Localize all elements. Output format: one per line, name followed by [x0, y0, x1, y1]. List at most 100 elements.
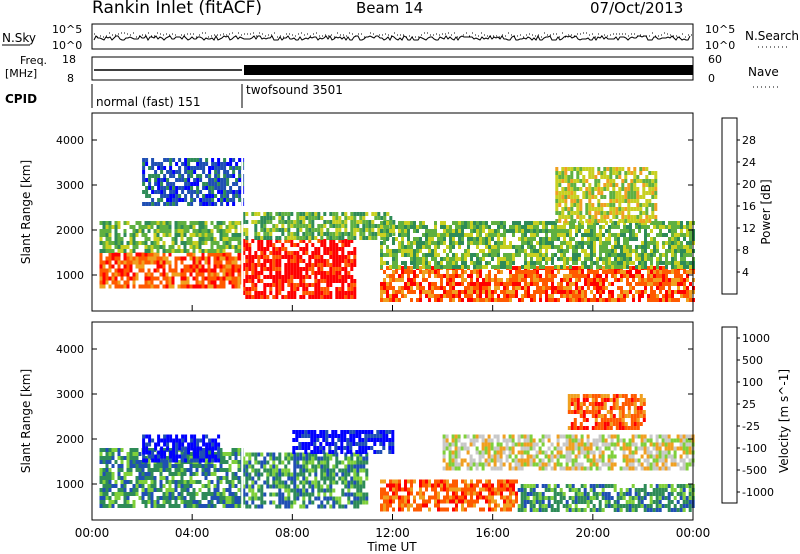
echo-cell: [452, 261, 455, 265]
echo-cell: [623, 225, 626, 229]
echo-cell: [335, 460, 339, 465]
echo-cell: [165, 221, 169, 225]
echo-cell: [599, 249, 602, 253]
echo-cell: [234, 229, 238, 233]
echo-cell: [269, 472, 273, 477]
echo-cell: [491, 257, 494, 261]
echo-cell: [187, 158, 191, 162]
echo-cell: [674, 237, 677, 241]
echo-cell: [225, 488, 229, 492]
echo-cell: [290, 279, 294, 283]
echo-cell: [323, 224, 327, 228]
echo-cell: [581, 261, 584, 265]
echo-cell: [117, 496, 121, 500]
echo-cell: [458, 257, 461, 261]
echo-cell: [153, 284, 157, 289]
echo-cell: [572, 249, 575, 253]
echo-cell: [151, 158, 155, 162]
echo-cell: [570, 195, 574, 199]
echo-cell: [99, 241, 103, 245]
echo-cell: [234, 472, 238, 476]
echo-cell: [600, 207, 604, 211]
echo-cell: [326, 259, 330, 263]
echo-cell: [611, 253, 614, 257]
echo-cell: [563, 294, 566, 298]
echo-cell: [524, 265, 527, 269]
echo-cell: [162, 496, 166, 500]
echo-cell: [311, 464, 315, 469]
echo-cell: [653, 245, 656, 249]
echo-cell: [461, 241, 464, 245]
echo-cell: [141, 488, 145, 492]
echo-cell: [356, 476, 360, 481]
echo-cell: [630, 191, 634, 195]
echo-cell: [551, 270, 554, 274]
echo-cell: [602, 257, 605, 261]
echo-cell: [329, 236, 333, 240]
echo-cell: [491, 265, 494, 269]
echo-cell: [117, 468, 121, 472]
echo-cell: [235, 178, 239, 182]
echo-cell: [231, 221, 235, 225]
echo-cell: [588, 171, 592, 175]
echo-cell: [521, 265, 524, 269]
echo-cell: [491, 245, 494, 249]
echo-cell: [388, 430, 392, 434]
echo-cell: [581, 286, 584, 290]
echo-cell: [533, 245, 536, 249]
echo-cell: [398, 487, 401, 492]
echo-cell: [326, 271, 330, 275]
echo-cell: [485, 294, 488, 298]
echo-cell: [569, 265, 572, 269]
echo-cell: [497, 257, 500, 261]
echo-cell: [361, 446, 365, 450]
echo-cell: [210, 492, 214, 496]
echo-cell: [606, 167, 610, 171]
echo-cell: [635, 274, 638, 278]
echo-cell: [668, 270, 671, 274]
echo-cell: [395, 479, 398, 484]
echo-cell: [395, 298, 398, 302]
echo-cell: [671, 249, 674, 253]
echo-cell: [485, 225, 488, 229]
echo-cell: [314, 259, 318, 263]
echo-cell: [337, 438, 341, 442]
echo-cell: [662, 241, 665, 245]
echo-cell: [503, 233, 506, 237]
echo-cell: [272, 255, 276, 259]
echo-cell: [347, 259, 351, 263]
echo-cell: [123, 260, 127, 265]
echo-cell: [365, 496, 369, 501]
echo-cell: [651, 187, 655, 191]
echo-cell: [671, 229, 674, 233]
echo-cell: [263, 216, 267, 220]
echo-cell: [615, 175, 619, 179]
echo-cell: [260, 224, 264, 228]
echo-cell: [347, 251, 351, 255]
echo-cell: [226, 174, 230, 178]
echo-cell: [455, 261, 458, 265]
echo-cell: [545, 249, 548, 253]
echo-cell: [542, 290, 545, 294]
echo-cell: [226, 170, 230, 174]
echo-cell: [192, 500, 196, 504]
echo-cell: [639, 215, 643, 219]
echo-cell: [677, 261, 680, 265]
echo-cell: [237, 500, 241, 504]
echo-cell: [603, 203, 607, 207]
echo-cell: [350, 295, 354, 299]
echo-cell: [150, 260, 154, 265]
echo-cell: [210, 245, 214, 249]
echo-cell: [356, 480, 360, 485]
echo-cell: [458, 294, 461, 298]
echo-cell: [614, 221, 617, 225]
echo-cell: [217, 158, 221, 162]
echo-cell: [596, 257, 599, 261]
echo-cell: [644, 233, 647, 237]
echo-cell: [639, 171, 643, 175]
echo-cell: [299, 504, 303, 509]
echo-cell: [476, 245, 479, 249]
echo-cell: [105, 225, 109, 229]
echo-cell: [341, 255, 345, 259]
echo-cell: [299, 247, 303, 251]
